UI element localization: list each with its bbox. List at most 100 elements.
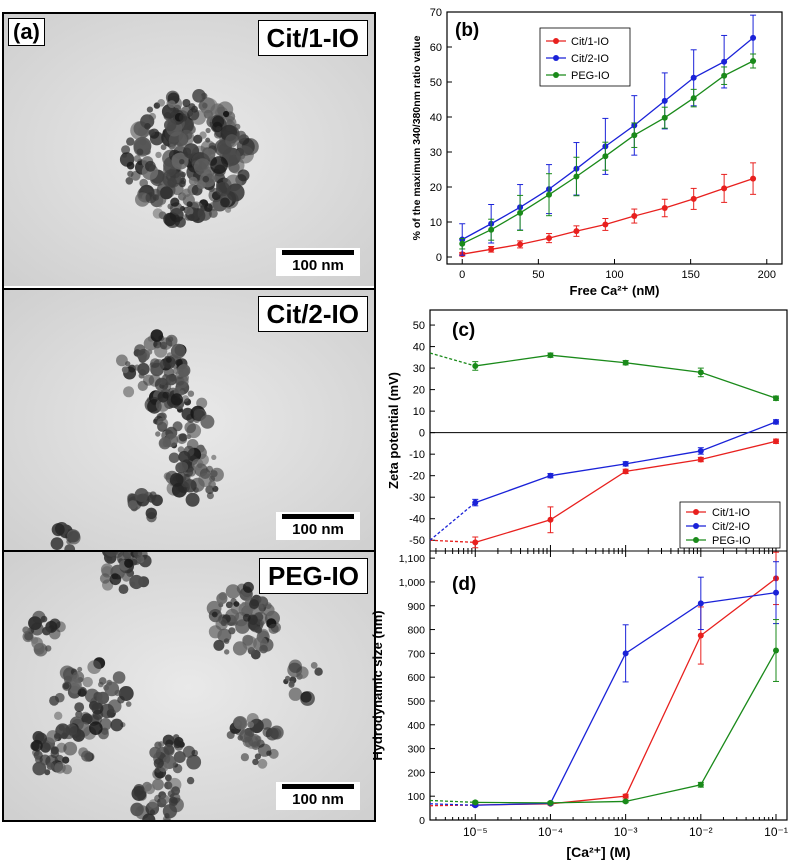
- y-tick-label: -40: [409, 514, 425, 526]
- nanoparticle: [196, 94, 203, 101]
- panel-c-letter: (c): [452, 320, 475, 341]
- nanoparticle: [174, 216, 186, 228]
- y-tick-label: 30: [430, 147, 442, 159]
- nanoparticle: [146, 512, 157, 523]
- y-tick-label: 900: [407, 601, 425, 613]
- plot-frame: [429, 309, 788, 821]
- scale-bar-cit2: 100 nm: [276, 512, 360, 540]
- nanoparticle: [170, 393, 183, 406]
- nanoparticle: [166, 357, 172, 363]
- nanoparticle: [223, 110, 230, 118]
- nanoparticle: [196, 397, 208, 409]
- data-point: [697, 447, 704, 454]
- nanoparticle: [144, 123, 151, 130]
- y-tick-label: 50: [430, 77, 442, 89]
- panel-d-letter: (d): [452, 574, 476, 595]
- series-peg-io: [459, 53, 757, 250]
- y-tick-label: 1,100: [399, 553, 425, 565]
- nanoparticle: [153, 758, 164, 769]
- extrapolation-line: [429, 539, 476, 544]
- nanoparticle: [45, 645, 52, 652]
- nanoparticle: [30, 622, 44, 636]
- nanoparticle: [156, 417, 169, 430]
- panel-a-letter: (a): [8, 18, 45, 46]
- data-point: [622, 359, 629, 366]
- nanoparticle: [157, 99, 165, 107]
- data-point: [602, 221, 609, 228]
- nanoparticle: [225, 134, 239, 148]
- data-point: [750, 175, 757, 182]
- nanoparticle: [185, 492, 200, 507]
- data-point: [697, 781, 704, 788]
- data-point: [573, 173, 580, 180]
- nanoparticle: [180, 171, 186, 178]
- nanoparticle: [314, 667, 323, 676]
- x-tick-label: 10⁻⁵: [463, 825, 488, 839]
- series-cit-2-io: [429, 561, 780, 809]
- nanoparticle: [82, 676, 93, 688]
- data-point: [661, 205, 668, 211]
- nanoparticle: [242, 581, 254, 593]
- nanoparticle: [134, 344, 146, 356]
- panel-a-tem-images: (a) Cit/1-IO 100 nm Cit/2-IO 100 nm PEG-…: [2, 12, 376, 822]
- nanoparticle: [187, 390, 195, 397]
- nanoparticle: [110, 718, 124, 732]
- nanoparticle: [182, 188, 191, 198]
- data-point: [472, 539, 479, 546]
- series-peg-io: [429, 352, 780, 402]
- nanoparticle: [144, 783, 156, 795]
- nanoparticle: [155, 431, 161, 437]
- y-tick-label: 500: [407, 696, 425, 708]
- nanoparticle: [240, 753, 249, 762]
- nanoparticle: [170, 197, 180, 207]
- data-point: [690, 195, 697, 202]
- nanoparticle: [216, 593, 228, 605]
- nanoparticle: [159, 186, 173, 200]
- nanoparticle: [254, 626, 262, 634]
- nanoparticle: [247, 721, 254, 728]
- nanoparticle: [123, 386, 135, 398]
- nanoparticle: [209, 467, 224, 482]
- data-point: [697, 632, 704, 639]
- data-point: [547, 799, 554, 806]
- x-tick-label: 0: [459, 269, 465, 281]
- legend-marker: [553, 38, 559, 44]
- nanoparticle: [186, 201, 193, 208]
- nanoparticle: [186, 434, 192, 440]
- nanoparticle: [242, 613, 251, 622]
- y-tick-label: -20: [409, 471, 425, 483]
- nanoparticle: [67, 531, 81, 545]
- data-point: [517, 209, 524, 216]
- data-point: [488, 226, 495, 233]
- nanoparticle: [125, 701, 132, 707]
- nanoparticle: [121, 572, 131, 582]
- nanoparticle: [169, 473, 184, 487]
- nanoparticle: [220, 197, 230, 208]
- nanoparticle: [165, 774, 172, 782]
- tem-micrograph-cit1: [4, 14, 374, 286]
- nanoparticle: [191, 749, 198, 757]
- data-point: [622, 798, 629, 805]
- y-tick-label: -10: [409, 449, 425, 461]
- nanoparticle: [163, 744, 175, 755]
- nanoparticle: [54, 711, 63, 720]
- nanoparticle: [160, 144, 167, 151]
- nanoparticle: [254, 611, 268, 626]
- y-tick-label: 200: [407, 767, 425, 779]
- data-point: [697, 456, 704, 463]
- nanoparticle: [118, 686, 134, 701]
- nanoparticle: [212, 121, 223, 133]
- data-point: [631, 213, 638, 220]
- nanoparticle: [254, 753, 261, 760]
- nanoparticle: [139, 178, 148, 188]
- x-tick-label: 150: [681, 269, 699, 281]
- nanoparticle: [225, 206, 232, 213]
- sample-label-cit2: Cit/2-IO: [257, 296, 368, 332]
- nanoparticle: [193, 408, 203, 418]
- data-point: [547, 516, 554, 523]
- legend-marker: [693, 537, 699, 543]
- nanoparticle: [204, 203, 213, 212]
- nanoparticle: [89, 700, 99, 711]
- nanoparticle: [126, 137, 135, 146]
- nanoparticle: [225, 601, 233, 609]
